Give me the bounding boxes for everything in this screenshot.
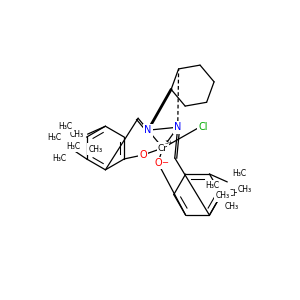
Text: N: N bbox=[144, 125, 152, 135]
Text: Cl: Cl bbox=[199, 122, 208, 132]
Text: O: O bbox=[154, 158, 162, 168]
Text: CH₃: CH₃ bbox=[228, 189, 242, 198]
Text: H₃C: H₃C bbox=[53, 154, 67, 164]
Text: H₃C: H₃C bbox=[67, 142, 81, 151]
Text: 3+: 3+ bbox=[164, 140, 173, 145]
Text: H₃C: H₃C bbox=[47, 133, 61, 142]
Text: CH₃: CH₃ bbox=[238, 185, 252, 194]
Text: CH₃: CH₃ bbox=[224, 202, 238, 211]
Text: N: N bbox=[174, 122, 182, 132]
Text: CH₃: CH₃ bbox=[88, 145, 103, 154]
Text: −: − bbox=[161, 158, 168, 167]
Text: H₃C: H₃C bbox=[232, 169, 246, 178]
Text: CH₃: CH₃ bbox=[70, 130, 84, 139]
Text: CH₃: CH₃ bbox=[215, 191, 230, 200]
Text: Cr: Cr bbox=[158, 143, 168, 152]
Text: H₃C: H₃C bbox=[59, 122, 73, 131]
Text: O: O bbox=[139, 150, 147, 160]
Text: H₃C: H₃C bbox=[206, 181, 220, 190]
